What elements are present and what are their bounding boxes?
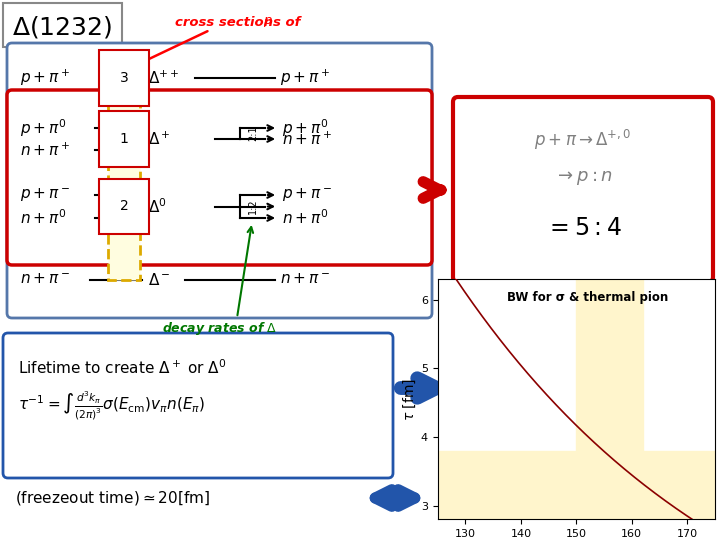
Y-axis label: $\tau{\rm\ [fm]}$: $\tau{\rm\ [fm]}$ (402, 378, 418, 421)
Text: $n + \pi^+$: $n + \pi^+$ (20, 141, 70, 159)
Text: $n + \pi^+$: $n + \pi^+$ (282, 130, 332, 147)
Text: $p + \pi^+$: $p + \pi^+$ (20, 68, 71, 88)
Text: $p + \pi^-$: $p + \pi^-$ (20, 186, 71, 204)
Bar (438, 451, 715, 519)
FancyBboxPatch shape (7, 43, 432, 318)
Text: $n + \pi^0$: $n + \pi^0$ (282, 208, 328, 227)
FancyBboxPatch shape (3, 333, 393, 478)
Text: $p + \pi \rightarrow \Delta^{+,0}$: $p + \pi \rightarrow \Delta^{+,0}$ (534, 128, 631, 152)
Text: $\rightarrow p : n$: $\rightarrow p : n$ (554, 169, 613, 187)
Text: $p + \pi^0$: $p + \pi^0$ (282, 117, 328, 139)
Text: 1:2: 1:2 (248, 199, 258, 214)
Text: $\Delta^0$: $\Delta^0$ (148, 197, 167, 216)
Text: 3: 3 (120, 71, 128, 85)
Text: $p + \pi^-$: $p + \pi^-$ (282, 199, 323, 214)
FancyBboxPatch shape (3, 3, 122, 47)
Text: Lifetime to create $\Delta^+$ or $\Delta^0$: Lifetime to create $\Delta^+$ or $\Delta… (18, 358, 227, 377)
Text: $p + \pi^0$: $p + \pi^0$ (20, 117, 66, 139)
Text: $\Delta^+$: $\Delta^+$ (148, 130, 171, 147)
Text: $n + \pi^0$: $n + \pi^0$ (20, 208, 66, 227)
Text: 2:1: 2:1 (248, 126, 258, 141)
Text: 1: 1 (120, 132, 128, 146)
Text: $\Delta^{++}$: $\Delta^{++}$ (148, 69, 179, 86)
Text: $n + \pi^-$: $n + \pi^-$ (20, 273, 70, 287)
Text: $\Delta(1232)$: $\Delta(1232)$ (12, 14, 112, 40)
Text: $= 5 : 4$: $= 5 : 4$ (544, 216, 621, 240)
Text: $p$: $p$ (263, 15, 273, 29)
Text: cross sections of: cross sections of (175, 16, 305, 29)
Text: BW for σ & thermal pion: BW for σ & thermal pion (507, 291, 668, 304)
FancyBboxPatch shape (7, 90, 432, 265)
Text: decay rates of $\Delta$: decay rates of $\Delta$ (162, 320, 278, 337)
Text: $\tau^{-1} = \int \frac{d^3k_\pi}{(2\pi)^3}\sigma(E_{\rm cm})v_\pi n(E_\pi)$: $\tau^{-1} = \int \frac{d^3k_\pi}{(2\pi)… (18, 390, 205, 422)
Bar (577, 279, 643, 519)
Text: $p + \pi^+$: $p + \pi^+$ (280, 68, 330, 88)
Text: ${\rm (freezeout\ time)} \simeq 20[{\rm fm}]$: ${\rm (freezeout\ time)} \simeq 20[{\rm … (15, 489, 210, 507)
Text: $n + \pi^-$: $n + \pi^-$ (280, 273, 330, 287)
Text: 2: 2 (120, 199, 128, 213)
Text: $\Delta^-$: $\Delta^-$ (148, 272, 171, 288)
FancyBboxPatch shape (108, 56, 140, 280)
Text: $p + \pi^-$: $p + \pi^-$ (282, 186, 332, 204)
FancyBboxPatch shape (453, 97, 713, 282)
